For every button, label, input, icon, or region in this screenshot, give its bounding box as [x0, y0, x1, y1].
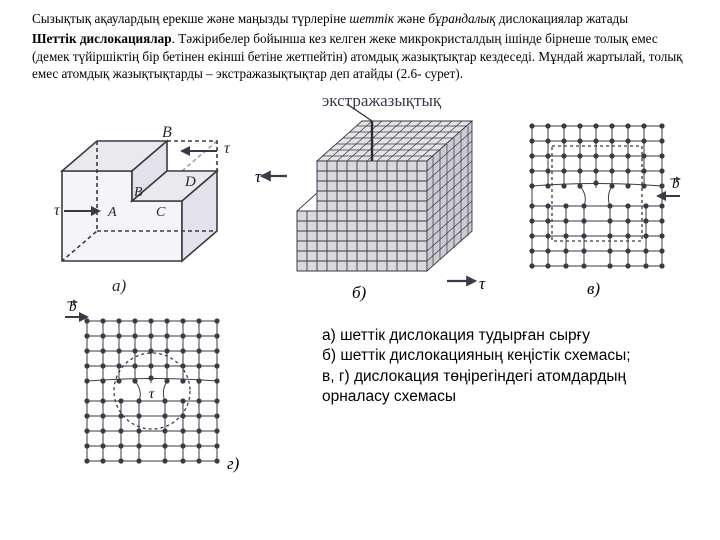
svg-text:b: b	[69, 299, 77, 315]
svg-text:τ: τ	[224, 140, 231, 157]
p1a: Сызықтық ақаулардың ерекше және маңызды …	[32, 11, 349, 26]
panel-g: τ b г)	[65, 299, 240, 473]
p2a: Шеттік дислокациялар	[32, 31, 172, 46]
extra-plane-label: экстражазықтық	[322, 91, 441, 111]
svg-text:A: A	[107, 205, 117, 220]
svg-text:г): г)	[227, 454, 240, 473]
svg-text:в): в)	[587, 279, 600, 298]
panel-b: τ τ б)	[255, 104, 486, 302]
p1e: дислокациялар жатады	[496, 11, 629, 26]
svg-text:б): б)	[352, 283, 367, 302]
caption-l1: а) шеттік дислокация тудырған сырғу	[322, 327, 590, 344]
caption-l2: б) шеттік дислокацияның кеңістік схемасы…	[322, 347, 631, 364]
figure-area: экстражазықтық	[32, 91, 688, 481]
svg-text:D: D	[184, 174, 196, 190]
p1c: және	[394, 11, 428, 26]
p1b: шеттік	[349, 11, 394, 26]
panel-v: b в)	[529, 124, 680, 299]
paragraph-1: Сызықтық ақаулардың ерекше және маңызды …	[32, 10, 688, 28]
svg-text:C: C	[156, 205, 166, 220]
svg-text:а): а)	[112, 276, 127, 295]
svg-text:B: B	[134, 185, 143, 200]
panel-a: B B A C D τ τ а)	[54, 124, 231, 295]
svg-text:b: b	[672, 176, 680, 192]
svg-text:τ: τ	[255, 167, 262, 186]
paragraph-2: Шеттік дислокациялар. Тәжірибелер бойынш…	[32, 30, 688, 83]
caption-l3: в, г) дислокация төңірегіндегі атомдарды…	[322, 368, 626, 405]
figure-svg: B B A C D τ τ а)	[32, 91, 692, 481]
svg-text:τ: τ	[54, 202, 61, 219]
svg-text:τ: τ	[479, 274, 486, 293]
svg-text:τ: τ	[149, 387, 155, 402]
figure-caption: а) шеттік дислокация тудырған сырғу б) ш…	[322, 326, 662, 407]
svg-text:B: B	[162, 124, 172, 141]
p1d: бұрандалық	[428, 11, 495, 26]
